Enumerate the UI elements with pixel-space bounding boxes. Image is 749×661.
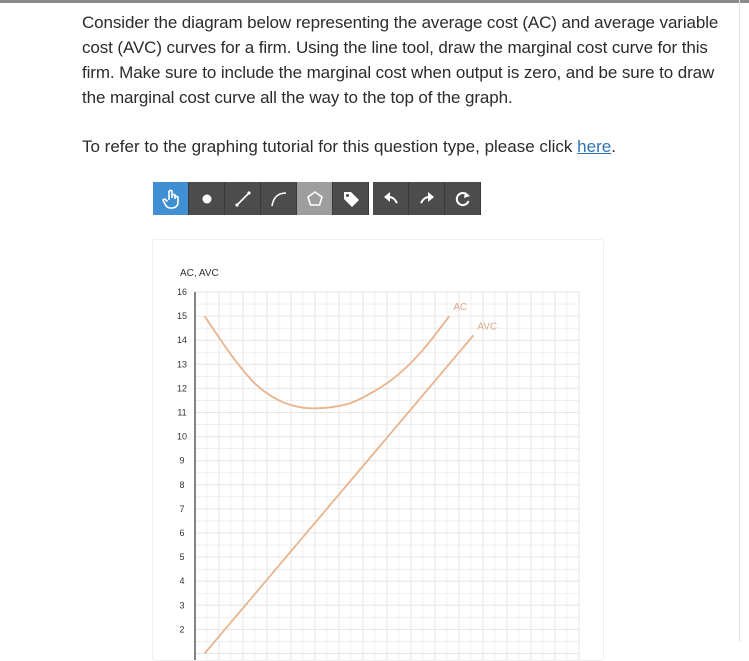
y-tick-label: 15: [177, 311, 187, 321]
reset-icon: [455, 191, 470, 206]
top-divider: [0, 0, 749, 3]
y-tick-label: 9: [179, 456, 184, 466]
undo-button[interactable]: [373, 182, 409, 215]
redo-button[interactable]: [409, 182, 445, 215]
point-tool[interactable]: [189, 182, 225, 215]
y-tick-label: 11: [177, 408, 186, 418]
ac-curve: [203, 315, 451, 410]
question-text: Consider the diagram below representing …: [82, 13, 719, 107]
cost-curve-graph[interactable]: AC, AVC 16 15 14 13 12 11 10 9 8 7 6 5 4 3 2 AC AVC: [153, 240, 603, 660]
hand-pointer-icon: [161, 189, 179, 209]
y-tick-label: 2: [179, 624, 184, 634]
point-icon: [202, 194, 211, 203]
y-tick-label: 4: [179, 576, 184, 586]
curve-tool[interactable]: [261, 182, 297, 215]
undo-arrow-icon: [383, 191, 398, 203]
label-tool[interactable]: [333, 182, 369, 215]
y-tick-label: 6: [179, 528, 184, 538]
redo-arrow-icon: [419, 191, 434, 203]
y-tick-label: 10: [177, 432, 187, 442]
polygon-icon: [306, 190, 323, 206]
tutorial-text: To refer to the graphing tutorial for th…: [82, 134, 722, 159]
y-tick-label: 5: [179, 552, 184, 562]
y-tick-label: 14: [177, 335, 187, 345]
line-tool[interactable]: [225, 182, 261, 215]
avc-curve: [203, 334, 475, 655]
y-tick-label: 16: [177, 287, 187, 297]
ac-label: AC: [453, 302, 467, 313]
y-tick-label: 7: [179, 504, 184, 514]
pointer-tool[interactable]: [153, 182, 189, 215]
tutorial-link[interactable]: here: [577, 137, 612, 156]
graph-panel[interactable]: AC, AVC 16 15 14 13 12 11 10 9 8 7 6 5 4 3 2 AC AVC: [152, 239, 604, 661]
polygon-tool[interactable]: [297, 182, 333, 215]
y-axis-title: AC, AVC: [180, 268, 219, 279]
right-divider: [739, 0, 740, 642]
reset-button[interactable]: [445, 182, 481, 215]
avc-label: AVC: [477, 321, 497, 332]
tag-icon: [343, 191, 359, 207]
tutorial-suffix: .: [611, 137, 616, 156]
graph-toolbar: [153, 182, 481, 215]
curve-icon: [270, 191, 286, 206]
y-tick-label: 8: [179, 480, 184, 490]
y-tick-label: 3: [179, 600, 184, 610]
y-tick-label: 12: [177, 383, 187, 393]
tutorial-prefix: To refer to the graphing tutorial for th…: [82, 137, 578, 156]
y-tick-label: 13: [177, 359, 187, 369]
line-icon: [234, 190, 251, 207]
